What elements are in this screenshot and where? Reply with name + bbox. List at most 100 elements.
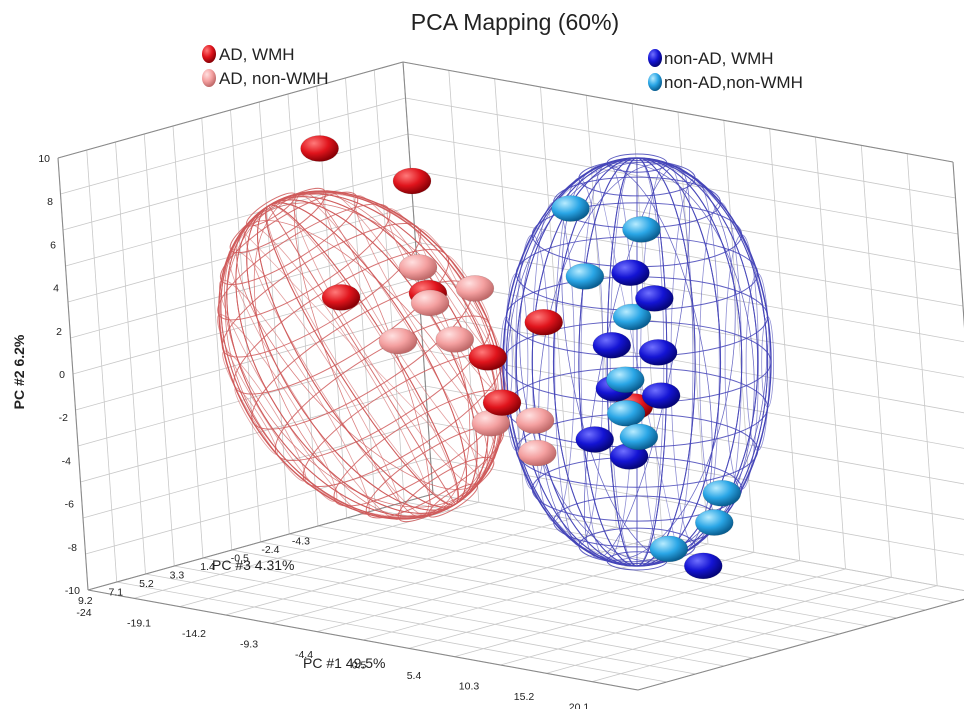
legend-marker-ad-wmh <box>202 45 216 63</box>
y-tick-label: 4 <box>53 283 59 295</box>
floor-grid-line <box>500 568 846 666</box>
non-ad-wmh-point <box>611 259 650 286</box>
floor-grid-line <box>289 533 840 635</box>
legend-marker-ad-non-wmh <box>202 69 216 87</box>
non-ad-non-wmh-point <box>622 216 661 243</box>
left-wall-grid-line <box>62 133 409 231</box>
ad-non-wmh-point <box>435 326 475 353</box>
floor-grid-line <box>592 585 938 683</box>
ad-non-wmh-point <box>398 254 438 281</box>
z-tick-label: 3.3 <box>170 569 185 581</box>
non-ad-wmh-point <box>683 552 723 580</box>
y-tick-label: 8 <box>47 196 53 208</box>
legend-marker-non-ad-non-wmh <box>648 73 662 91</box>
floor-grid-line <box>432 493 964 591</box>
frame-edge <box>57 61 404 159</box>
legend-marker-non-ad-wmh <box>648 49 662 67</box>
legend-item-ad-wmh: AD, WMH <box>202 45 295 64</box>
ad-group-ellipsoid <box>217 187 507 523</box>
non-ad-non-wmh-point <box>619 423 659 451</box>
z-tick-label: 9.2 <box>78 595 93 607</box>
x-tick-label: -9.3 <box>240 639 258 651</box>
x-tick-label: -19.1 <box>127 618 151 630</box>
legend-label-ad-wmh: AD, WMH <box>219 45 295 64</box>
y-tick-label: 2 <box>56 326 62 338</box>
ad-non-wmh-point <box>515 407 555 434</box>
ad-wmh-point <box>482 389 522 416</box>
ellipsoid-layer <box>217 153 775 571</box>
x-tick-label: -14.2 <box>182 628 206 640</box>
non-ad-wmh-point <box>635 285 674 312</box>
non-ad-group-ellipsoid <box>499 153 775 571</box>
y-axis-label: PC #2 6.2% <box>11 334 27 409</box>
frame-edge <box>87 589 639 691</box>
non-ad-non-wmh-point <box>606 366 645 394</box>
y-tick-label: 0 <box>59 369 65 381</box>
z-tick-label: 7.1 <box>109 586 124 598</box>
ad-wmh-point <box>468 344 508 371</box>
x-tick-label: 0.5 <box>352 660 367 672</box>
z-tick-label: 5.2 <box>139 578 154 590</box>
back-wall-grid-line <box>952 161 964 327</box>
ad-wmh-point <box>524 308 564 336</box>
legend-item-non-ad-non-wmh: non-AD,non-WMH <box>648 73 803 92</box>
left-wall-grid-line <box>373 69 405 503</box>
x-tick-label: 20.1 <box>569 702 590 709</box>
frame-edge <box>57 157 89 591</box>
floor-grid-line <box>317 525 869 627</box>
z-tick-label: -2.4 <box>261 544 279 556</box>
legend-label-non-ad-wmh: non-AD, WMH <box>664 49 774 68</box>
back-wall-grid-line <box>407 133 959 235</box>
non-ad-non-wmh-point <box>702 479 742 507</box>
ad-wmh-point <box>392 167 432 195</box>
floor-grid-line <box>454 560 800 658</box>
back-wall-grid-line <box>815 136 846 570</box>
z-tick-label: -0.5 <box>231 552 249 564</box>
ad-wmh-point <box>300 135 339 162</box>
y-tick-label: 6 <box>50 239 56 251</box>
grid-layer <box>57 61 964 691</box>
z-tick-label: -4.3 <box>292 535 310 547</box>
y-tick-label: -6 <box>65 499 74 511</box>
x-tick-label: 5.4 <box>407 670 422 682</box>
y-tick-label: 10 <box>38 153 50 165</box>
non-ad-non-wmh-point <box>551 195 590 222</box>
ad-non-wmh-point <box>410 289 450 317</box>
non-ad-non-wmh-point <box>565 263 605 290</box>
non-ad-non-wmh-point <box>694 509 734 536</box>
back-wall-grid-line <box>769 128 801 561</box>
x-axis-label: PC #1 49.5% <box>303 655 386 671</box>
z-tick-label: 1.4 <box>200 561 215 573</box>
non-ad-wmh-point <box>641 382 681 409</box>
left-wall-grid-line <box>60 97 406 195</box>
z-axis-label: PC #3 4.31% <box>212 557 295 573</box>
y-tick-label: -2 <box>59 412 68 424</box>
ad-non-wmh-point <box>378 327 418 355</box>
back-wall-grid-line <box>906 153 938 586</box>
x-tick-label: -24 <box>76 607 91 619</box>
legend-label-non-ad-non-wmh: non-AD,non-WMH <box>664 73 803 92</box>
non-ad-wmh-point <box>592 331 632 359</box>
x-tick-label: -4.4 <box>295 649 313 661</box>
x-tick-label: 10.3 <box>459 681 480 693</box>
frame-edge <box>87 493 434 591</box>
non-ad-wmh-point <box>638 339 678 366</box>
ad-non-wmh-point <box>455 275 495 302</box>
axis-layer: 10 8 6 4 2 0 -2 -4 -6 -8 -10 -24 -19.1 -14.2 -9.3 -4.4 0… <box>38 153 590 709</box>
x-tick-label: 15.2 <box>514 691 535 703</box>
y-tick-label: -10 <box>65 585 80 597</box>
y-tick-label: -4 <box>62 455 71 467</box>
back-wall-grid-line <box>405 97 956 199</box>
non-ad-non-wmh-point <box>606 399 646 427</box>
floor-grid-line <box>260 541 811 643</box>
frame-edge <box>402 61 954 163</box>
ad-wmh-point <box>321 284 361 311</box>
y-tick-label: -8 <box>68 542 77 554</box>
legend-item-ad-non-wmh: AD, non-WMH <box>202 69 329 88</box>
floor-grid-line <box>346 517 897 619</box>
non-ad-non-wmh-point <box>612 303 652 331</box>
frame-edge <box>952 161 964 329</box>
legend-label-ad-non-wmh: AD, non-WMH <box>219 69 329 88</box>
non-ad-non-wmh-point <box>649 535 689 563</box>
